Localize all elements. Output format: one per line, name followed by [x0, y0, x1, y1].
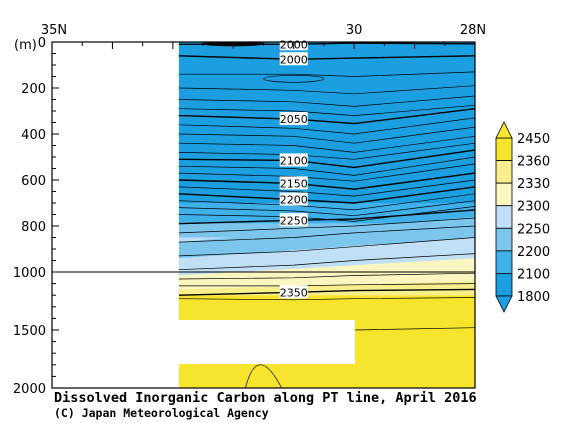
y-tick-label: 0	[38, 36, 46, 51]
contour-line	[178, 126, 475, 144]
contour-line	[178, 193, 475, 211]
colorbar-label: 2200	[517, 245, 550, 260]
svg-text:2100: 2100	[280, 154, 308, 167]
contour-line	[178, 179, 475, 197]
missing-data-mask	[143, 320, 355, 364]
colorbar-box	[495, 273, 513, 297]
fill-wedge	[178, 258, 475, 290]
contour-label: 2250	[279, 213, 308, 227]
contour-line	[178, 117, 475, 135]
contour-line	[178, 135, 475, 153]
contour-label: 2100	[279, 153, 308, 167]
svg-text:2000: 2000	[280, 53, 308, 66]
x-axis: 35N 30 28N	[41, 23, 486, 49]
colorbar-label: 2100	[517, 267, 550, 282]
y-tick-label: 2000	[13, 382, 46, 397]
contour-line	[178, 104, 475, 116]
contour-line	[178, 163, 475, 182]
contour-line	[178, 237, 475, 257]
contour-line	[178, 186, 475, 204]
y-tick-label: 1000	[13, 266, 46, 281]
contour-line	[178, 95, 475, 107]
contour-line	[178, 85, 475, 95]
colorbar-label: 2450	[517, 132, 550, 147]
svg-text:2250: 2250	[280, 214, 308, 227]
contour-label: 2200	[279, 192, 308, 207]
contour-line	[245, 364, 282, 388]
contour-line	[178, 156, 475, 176]
contour-label: 2350	[279, 285, 308, 299]
y-unit-label: (m)	[14, 38, 37, 53]
y-tick-label: 1500	[13, 324, 46, 339]
colorbar-top-arrow	[495, 121, 513, 139]
contour-line	[178, 283, 475, 287]
contour-line	[178, 55, 475, 61]
colorbar-box	[495, 205, 513, 229]
colorbar-box	[495, 227, 513, 252]
contour-line	[178, 172, 475, 190]
svg-text:2050: 2050	[280, 113, 308, 126]
colorbar-box	[495, 137, 513, 161]
contour-label: 2000	[279, 52, 308, 66]
x-tick-label: 28N	[460, 23, 486, 38]
contour-line	[178, 200, 475, 217]
contour-line	[178, 142, 475, 160]
colorbar-label: 1800	[517, 290, 550, 305]
chart-title: Dissolved Inorganic Carbon along PT line…	[54, 390, 477, 406]
colorbar-label: 2330	[517, 177, 550, 192]
contour-line	[178, 297, 475, 301]
y-tick-label: 200	[21, 82, 46, 97]
colorbar-box	[495, 182, 513, 207]
x-tick-label: 30	[346, 23, 363, 38]
chart-credit: (C) Japan Meteorological Agency	[54, 406, 269, 420]
y-tick-label: 400	[21, 128, 46, 143]
svg-text:2200: 2200	[280, 194, 308, 207]
colorbar-bottom-arrow	[495, 295, 513, 313]
fill-wedge	[178, 216, 475, 261]
contour-line	[178, 272, 475, 280]
colorbar-label: 2360	[517, 155, 550, 170]
colorbar-label: 2300	[517, 200, 550, 215]
contour-label: 2050	[279, 112, 308, 126]
contour-line	[178, 225, 475, 243]
colorbar: 2450 2360 2330 2300 2250 2200 2100 1800	[495, 121, 550, 313]
contour-label: 2150	[279, 176, 308, 190]
y-tick-label: 800	[21, 220, 46, 235]
contour-line	[178, 217, 475, 234]
contour-line	[178, 108, 475, 125]
contour-line	[178, 288, 475, 296]
svg-text:2150: 2150	[280, 177, 308, 190]
contour-line	[178, 71, 475, 77]
svg-text:2350: 2350	[280, 286, 308, 299]
colorbar-box	[495, 250, 513, 274]
contour-line	[178, 209, 475, 225]
colorbar-box	[495, 160, 513, 184]
contour-line	[178, 149, 475, 169]
y-axis: (m) 0 200 400 600 800 1000 1500 2000	[13, 36, 59, 397]
y-tick-label: 600	[21, 174, 46, 189]
colorbar-label: 2250	[517, 222, 550, 237]
contour-line	[178, 253, 475, 271]
fill-band	[178, 42, 475, 203]
contour-eddy	[263, 74, 325, 83]
x-tick-label: 35N	[41, 23, 67, 38]
